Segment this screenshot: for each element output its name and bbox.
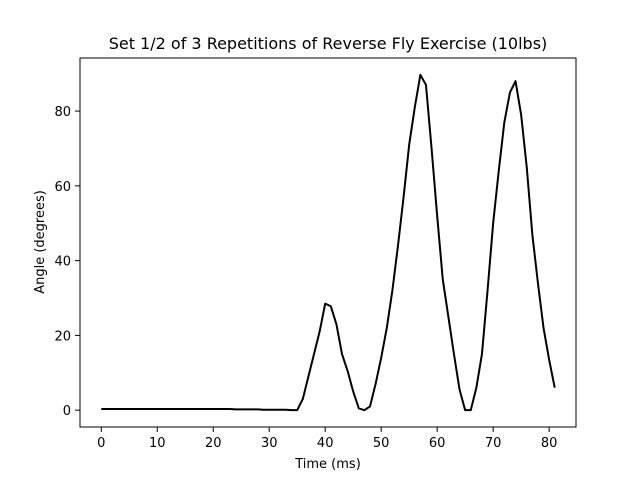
x-tick-label: 20: [205, 436, 222, 451]
y-axis-label: Angle (degrees): [33, 190, 48, 294]
angle-series-line: [101, 73, 556, 412]
x-tick-label: 10: [149, 436, 166, 451]
y-tick-label: 40: [54, 255, 71, 270]
x-tick-label: 0: [97, 436, 105, 451]
plot-frame: [79, 57, 577, 428]
y-axis-ticks: 0 20 40 60 80: [54, 105, 80, 419]
y-tick-label: 80: [54, 105, 71, 120]
chart-title: Set 1/2 of 3 Repetitions of Reverse Fly …: [109, 34, 548, 53]
y-tick-label: 60: [54, 180, 71, 195]
y-tick-label: 0: [63, 404, 71, 419]
x-tick-label: 80: [541, 436, 558, 451]
x-tick-label: 30: [261, 436, 278, 451]
x-tick-label: 50: [373, 436, 390, 451]
x-tick-label: 40: [317, 436, 334, 451]
x-tick-label: 60: [429, 436, 446, 451]
x-axis-ticks: 0 10 20 30 40 50 60 70 80: [97, 427, 557, 451]
x-axis-label: Time (ms): [294, 457, 361, 472]
x-tick-label: 70: [485, 436, 502, 451]
y-tick-label: 20: [54, 329, 71, 344]
